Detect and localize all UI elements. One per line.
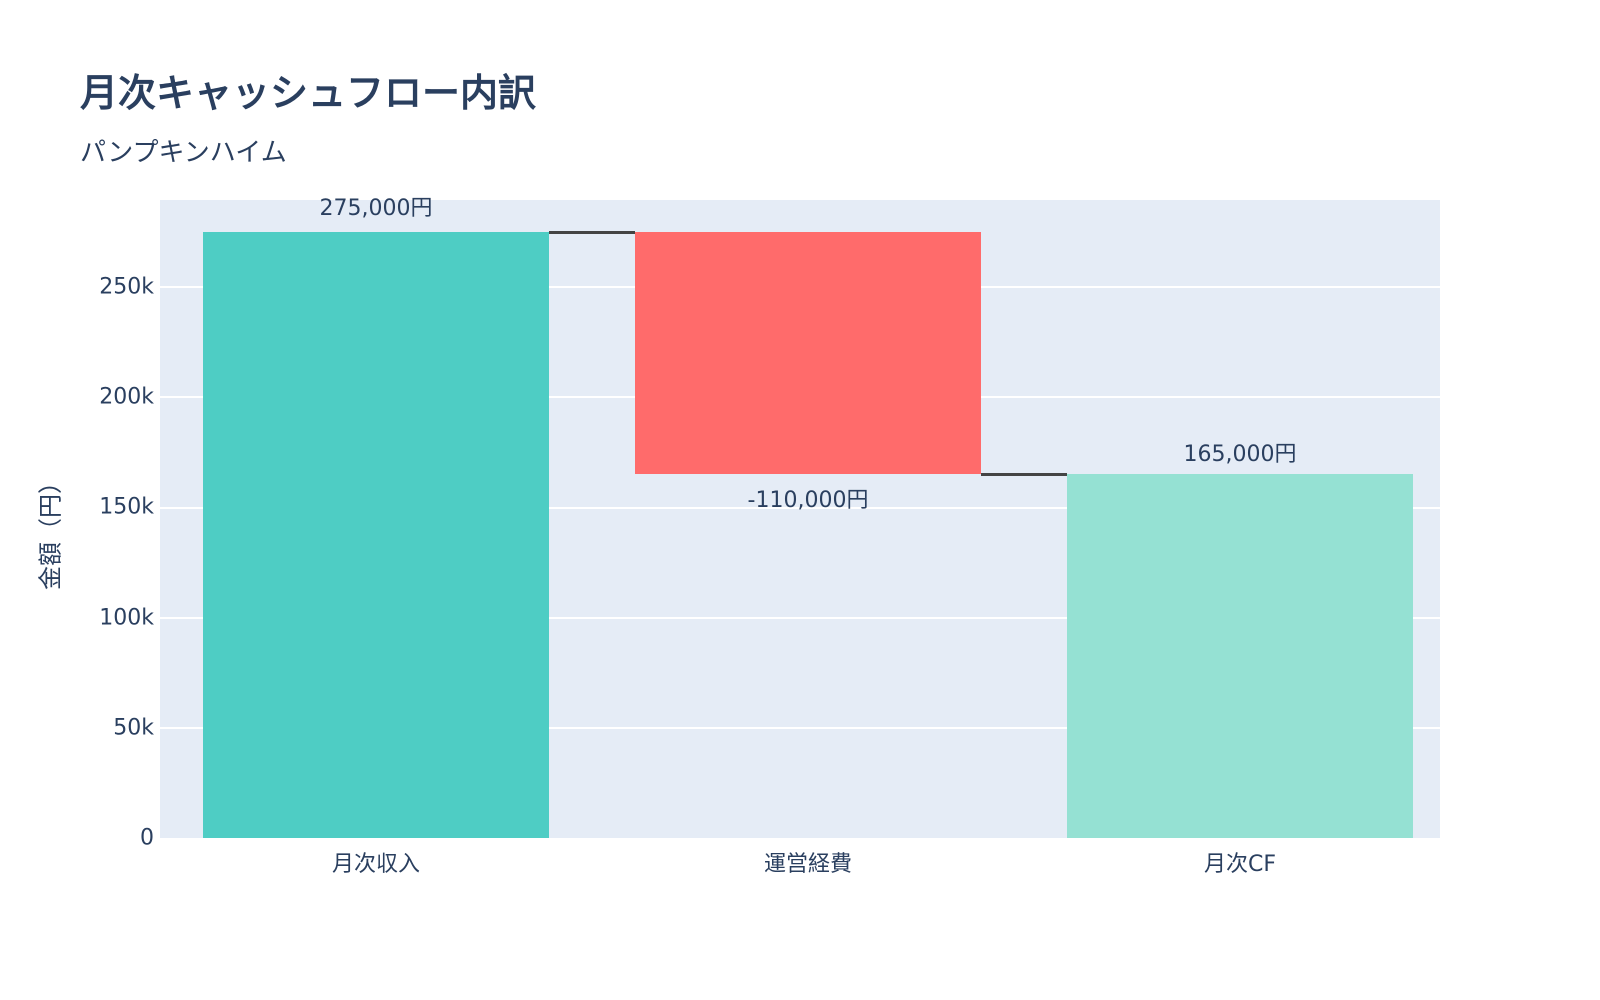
connector-2 [981,473,1067,476]
bar-monthly-income[interactable] [203,232,549,838]
chart-title: 月次キャッシュフロー内訳 [80,71,537,115]
gridline-150k [160,507,1440,509]
value-label-income: 275,000円 [319,196,433,221]
ytick-50k: 50k [113,715,154,741]
xtick-operating-expenses: 運営経費 [763,852,853,877]
value-label-cf: 165,000円 [1183,442,1297,467]
xtick-monthly-cf: 月次CF [1203,852,1277,877]
xtick-monthly-income: 月次収入 [331,852,421,877]
value-label-expenses: -110,000円 [747,488,869,513]
bar-monthly-cf[interactable] [1067,474,1413,838]
ytick-100k: 100k [99,605,154,631]
gridline-100k [160,617,1440,619]
connector-1 [549,231,635,234]
ytick-0: 0 [140,825,154,851]
y-axis-title: 金額（円） [36,470,65,590]
plot-area: 275,000円 -110,000円 165,000円 [160,196,1440,838]
ytick-200k: 200k [99,384,154,410]
ytick-250k: 250k [99,274,154,300]
gridline-50k [160,727,1440,729]
bar-operating-expenses[interactable] [635,232,981,474]
ytick-150k: 150k [99,494,154,520]
chart-subtitle: パンプキンハイム [80,138,287,168]
